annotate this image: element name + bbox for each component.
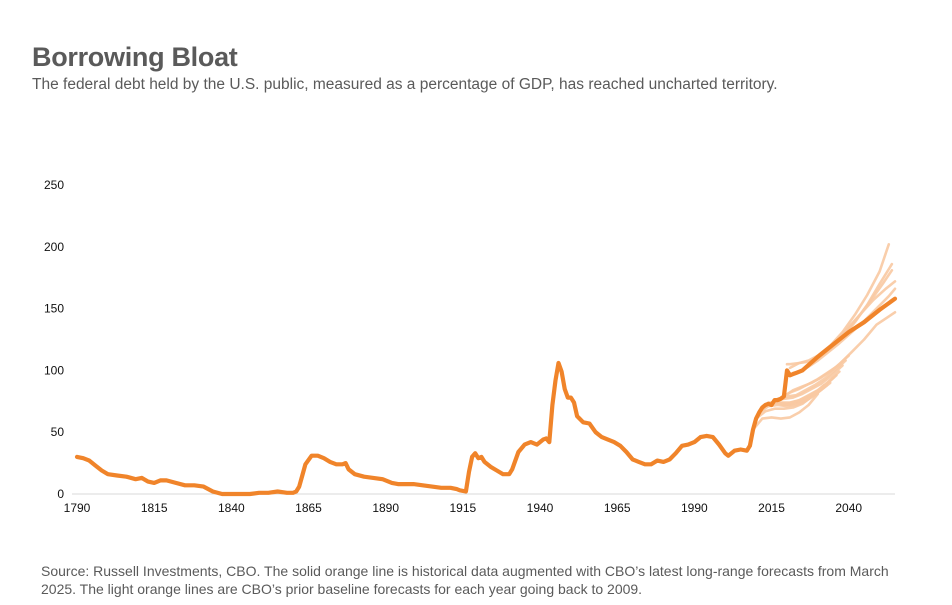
chart-subtitle: The federal debt held by the U.S. public… (32, 76, 778, 93)
x-axis-ticks: 1790 1815 1840 1865 1890 1915 1940 1965 1990 2015… (64, 501, 863, 515)
forecast-series-line (788, 243, 891, 370)
x-tick-label: 1990 (681, 501, 708, 515)
x-tick-label: 1840 (218, 501, 245, 515)
debt-chart: 0 50 100 150 200 250 1790 1815 1840 1865 1890 1915… (44, 178, 898, 515)
forecast-lines (751, 243, 897, 432)
footnote: Source: Russell Investments, CBO. The so… (41, 562, 941, 598)
y-tick-label: 50 (51, 425, 65, 439)
x-tick-label: 1915 (449, 501, 476, 515)
x-tick-label: 1965 (604, 501, 631, 515)
forecast-series-line (782, 310, 897, 398)
y-tick-label: 100 (44, 363, 64, 377)
x-tick-label: 1790 (64, 501, 91, 515)
x-tick-label: 2040 (835, 501, 862, 515)
y-tick-label: 0 (57, 487, 64, 501)
chart-title: Borrowing Bloat (32, 42, 238, 72)
footnote-line-2: 2025. The light orange lines are CBO’s p… (41, 581, 643, 597)
y-axis-ticks: 0 50 100 150 200 250 (44, 178, 64, 501)
x-tick-label: 1890 (372, 501, 399, 515)
footnote-line-1: Source: Russell Investments, CBO. The so… (41, 563, 889, 579)
y-tick-label: 200 (44, 240, 64, 254)
main-line-group (74, 296, 898, 497)
debt-series-line (74, 296, 898, 497)
forecast-series-line (773, 364, 844, 402)
x-tick-label: 1940 (527, 501, 554, 515)
forecast-series-line (751, 392, 820, 432)
y-tick-label: 250 (44, 178, 64, 192)
x-tick-label: 1815 (141, 501, 168, 515)
x-tick-label: 2015 (758, 501, 785, 515)
forecast-series-line (770, 370, 841, 404)
x-tick-label: 1865 (295, 501, 322, 515)
y-tick-label: 150 (44, 302, 64, 316)
forecast-series-line (776, 359, 847, 401)
